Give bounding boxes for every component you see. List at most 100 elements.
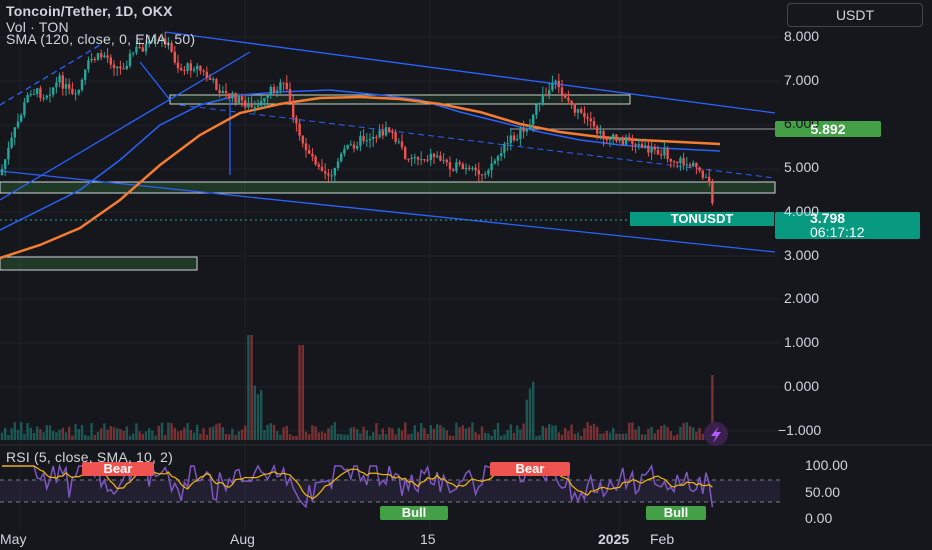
volume-bar (4, 427, 7, 440)
volume-bar (170, 423, 173, 440)
candle-body (266, 95, 269, 98)
last-price-tag (775, 212, 920, 239)
demand-zone-lower[interactable] (0, 256, 198, 271)
volume-bar (295, 435, 298, 440)
candle-body (23, 102, 26, 116)
bear-label: Bear (103, 461, 133, 476)
symbol-legend[interactable]: Toncoin/Tether, 1D, OKX (6, 3, 173, 19)
volume-bar (141, 433, 144, 440)
candle-body (605, 139, 608, 141)
candle-body (640, 144, 644, 148)
volume-bar (637, 426, 640, 440)
candle-body (16, 121, 20, 128)
volume-bar (208, 427, 212, 440)
candle-body (618, 137, 621, 141)
volume-bar (272, 424, 276, 440)
volume-bar (186, 423, 189, 440)
candle-body (698, 167, 701, 171)
volume-bar (535, 435, 538, 440)
candle-body (0, 168, 4, 175)
candle-body (135, 46, 138, 53)
volume-bar (125, 426, 128, 440)
candle-body (599, 131, 602, 134)
support-zone[interactable] (0, 181, 776, 194)
volume-bar (506, 429, 509, 440)
volume-bar (608, 432, 612, 440)
volume-bar (468, 427, 471, 440)
candle-body (426, 159, 429, 161)
candle-body (522, 128, 525, 132)
candle-body (576, 109, 580, 113)
volume-bar (647, 428, 650, 440)
lightning-bolt-icon[interactable] (704, 422, 728, 446)
volume-bar (634, 429, 637, 440)
trend-lines[interactable] (0, 31, 776, 253)
candle-body (368, 138, 372, 141)
volume-bar (573, 433, 576, 440)
candle-body (244, 100, 247, 108)
candle-body (58, 75, 61, 83)
candle-body (352, 144, 356, 149)
volume-bar (580, 435, 583, 440)
candle-body (666, 148, 669, 159)
candle-body (538, 102, 541, 105)
rsi-legend[interactable]: RSI (5, close, SMA, 10, 2) (6, 449, 174, 465)
volume-bar (266, 424, 269, 440)
volume-bar (679, 426, 682, 440)
volume-bar (288, 434, 292, 440)
candle-body (196, 65, 199, 70)
volume-bar (128, 435, 132, 440)
candle-body (68, 84, 71, 89)
candle-body (448, 162, 452, 170)
volume-bar (512, 432, 516, 440)
currency-button[interactable]: USDT (787, 3, 923, 27)
candle-body (90, 58, 93, 61)
volume-bar (605, 430, 608, 440)
volume-legend[interactable]: Vol · TON (6, 19, 69, 35)
volume-bar (112, 427, 116, 440)
volume-bar (224, 433, 228, 440)
candle-body (260, 101, 263, 106)
candle-body (653, 146, 656, 150)
volume-bar (394, 434, 397, 440)
volume-bar (276, 431, 279, 440)
volume-bar (151, 430, 154, 440)
volume-bar (692, 427, 695, 440)
volume-bar (71, 435, 74, 440)
candle-body (212, 79, 215, 81)
candlestick-series[interactable] (0, 31, 714, 206)
volume-bar (496, 422, 500, 440)
candle-body (525, 129, 528, 132)
candle-body (228, 93, 231, 99)
sma-120-line[interactable] (0, 89, 721, 231)
candle-body (109, 57, 112, 65)
candle-body (663, 148, 666, 156)
candle-body (132, 52, 135, 54)
volume-bar (39, 429, 42, 440)
price-label: 5.000 (784, 159, 820, 175)
rsi-pane[interactable] (0, 463, 780, 509)
candle-body (490, 163, 493, 171)
volume-bar (231, 428, 234, 440)
candle-body (39, 88, 42, 99)
candle-body (682, 157, 685, 166)
volume-bar (650, 426, 653, 440)
candle-body (256, 105, 260, 108)
volume-bar (509, 424, 512, 440)
candle-body (263, 97, 266, 102)
candle-body (64, 84, 68, 89)
volume-bar (400, 430, 404, 440)
volume-bar (701, 433, 704, 440)
candle-body (628, 136, 631, 141)
candle-body (100, 53, 103, 58)
volume-bar (77, 429, 80, 440)
candle-body (116, 66, 119, 69)
volume-bar (148, 428, 151, 440)
candle-body (573, 104, 576, 113)
candle-body (631, 140, 634, 145)
sma-legend[interactable]: SMA (120, close, 0, EMA, 50) (6, 31, 196, 47)
volume-bar (352, 427, 356, 440)
volume-bar (624, 433, 628, 440)
candle-body (138, 46, 141, 48)
